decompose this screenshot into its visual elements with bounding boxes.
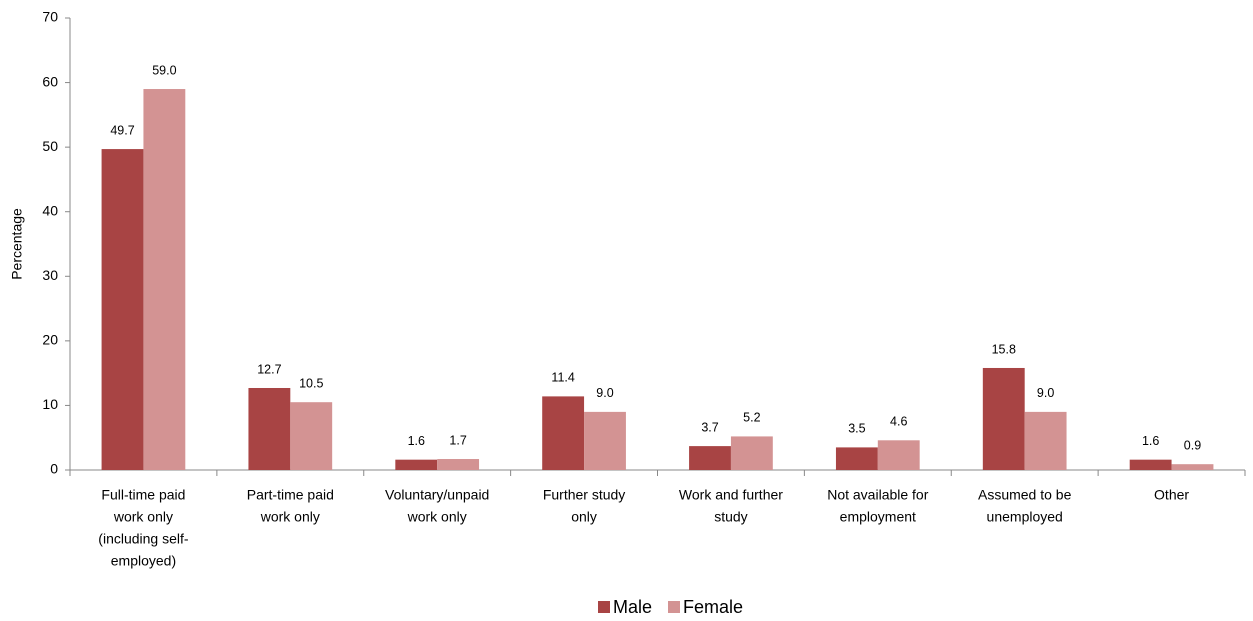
data-label: 3.5 [848, 422, 865, 436]
bar [1024, 411, 1067, 470]
bar [290, 402, 333, 470]
x-tick-label: Work and further [679, 487, 783, 503]
data-label: 9.0 [596, 386, 613, 400]
y-tick-label: 70 [42, 9, 58, 25]
legend-swatch [668, 601, 680, 613]
x-tick-label: Voluntary/unpaid [385, 487, 489, 503]
data-label: 4.6 [890, 415, 907, 429]
y-tick-label: 20 [42, 332, 58, 348]
bar [143, 89, 186, 471]
x-tick-label: Other [1154, 487, 1189, 503]
bar [101, 149, 144, 470]
x-tick-label: Full-time paid [101, 487, 185, 503]
data-label: 5.2 [743, 411, 760, 425]
x-tick-label: Assumed to be [978, 487, 1072, 503]
bar [835, 447, 878, 470]
bar [982, 367, 1025, 470]
legend-label: Male [613, 597, 652, 617]
y-tick-label: 40 [42, 202, 58, 218]
data-label: 9.0 [1037, 386, 1054, 400]
y-tick-label: 0 [50, 461, 58, 477]
legend-swatch [598, 601, 610, 613]
data-label: 1.7 [449, 433, 466, 447]
x-tick-label: Further study [543, 487, 625, 503]
data-label: 12.7 [257, 362, 281, 376]
bar [437, 459, 480, 470]
y-tick-label: 60 [42, 73, 58, 89]
legend-label: Female [683, 597, 743, 617]
x-tick-label: employed) [111, 553, 176, 569]
bar [1171, 464, 1214, 470]
bar [395, 459, 438, 470]
data-label: 0.9 [1184, 438, 1201, 452]
data-label: 11.4 [551, 371, 574, 385]
bar [689, 446, 731, 470]
bar [877, 440, 920, 470]
x-tick-label: unemployed [987, 509, 1063, 525]
x-tick-label: Not available for [827, 487, 929, 503]
y-tick-label: 10 [42, 396, 58, 412]
bar [1129, 459, 1172, 470]
data-label: 10.5 [299, 376, 323, 390]
data-label: 59.0 [152, 63, 176, 77]
x-tick-label: (including self- [98, 531, 189, 547]
bar [584, 411, 626, 470]
x-tick-label: Part-time paid [247, 487, 334, 503]
x-tick-label: work only [113, 509, 173, 525]
x-tick-label: work only [407, 509, 467, 525]
y-tick-label: 50 [42, 138, 58, 154]
data-label: 1.6 [1142, 434, 1159, 448]
bar [542, 396, 585, 470]
x-tick-label: employment [840, 509, 916, 525]
x-tick-label: work only [260, 509, 320, 525]
x-tick-label: study [714, 509, 747, 525]
bar [730, 436, 773, 470]
data-label: 1.6 [408, 434, 425, 448]
data-label: 3.7 [701, 420, 718, 434]
bar [248, 387, 291, 470]
y-axis-label: Percentage [9, 208, 25, 280]
x-tick-label: only [571, 509, 597, 525]
data-label: 49.7 [110, 123, 134, 137]
data-label: 15.8 [992, 342, 1016, 356]
y-tick-label: 30 [42, 267, 58, 283]
